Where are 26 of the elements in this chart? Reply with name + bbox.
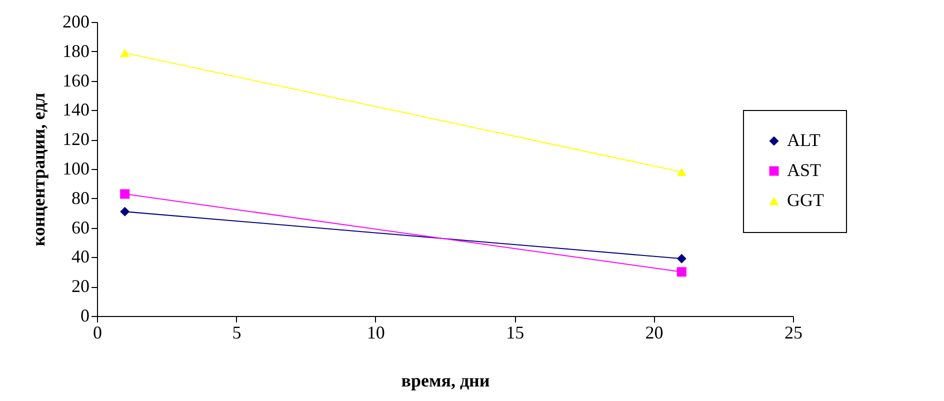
x-tick-label: 0 [93, 322, 102, 342]
y-tick-label: 180 [62, 40, 90, 61]
point [676, 254, 686, 264]
x-tick-label: 5 [232, 322, 242, 342]
y-tick-label: 120 [62, 129, 90, 150]
x-tick-label: 15 [506, 322, 524, 342]
y-tick-label: 80 [72, 188, 90, 208]
y-tick-label: 200 [62, 12, 90, 32]
point [120, 206, 130, 216]
legend-label: GGT [787, 190, 824, 210]
y-tick-label: 140 [62, 100, 90, 120]
legend-label: ALT [787, 130, 820, 150]
y-tick-label: 100 [62, 158, 90, 178]
y-tick-label: 20 [72, 276, 90, 296]
y-tick-label: 0 [80, 306, 90, 326]
y-axis-title: концентрации, едл [28, 92, 48, 246]
point [676, 267, 686, 277]
legend-label: AST [787, 160, 822, 180]
x-tick-label: 25 [784, 322, 802, 342]
point [120, 189, 130, 199]
x-tick-label: 10 [366, 322, 385, 342]
y-tick-label: 60 [72, 217, 90, 238]
x-axis-title: время, дни [401, 370, 490, 390]
y-tick-label: 40 [72, 246, 90, 267]
x-tick-label: 20 [645, 322, 664, 342]
y-tick-label: 160 [62, 70, 90, 90]
